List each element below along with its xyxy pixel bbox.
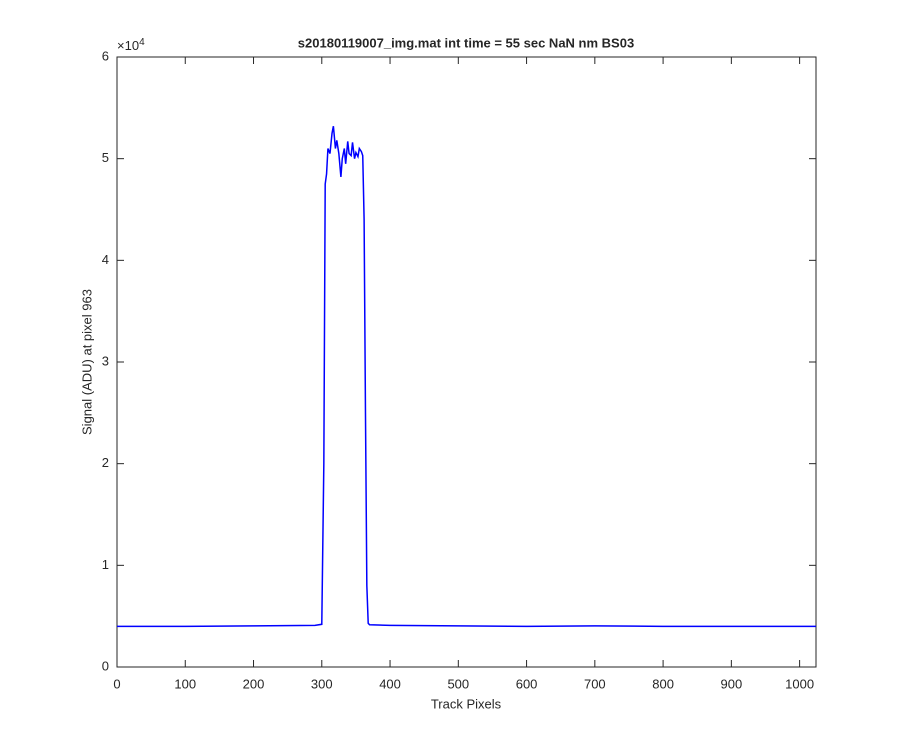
y-axis-label: Signal (ADU) at pixel 963 bbox=[79, 289, 94, 435]
x-tick-label: 0 bbox=[113, 676, 120, 691]
plot-area bbox=[116, 56, 817, 668]
y-multiplier-exponent: 4 bbox=[139, 37, 145, 48]
y-tick-label: 0 bbox=[102, 658, 109, 673]
y-tick-label: 6 bbox=[102, 48, 109, 63]
x-tick-label: 100 bbox=[174, 676, 196, 691]
chart-title: s20180119007_img.mat int time = 55 sec N… bbox=[298, 35, 634, 50]
x-tick-label: 200 bbox=[243, 676, 265, 691]
y-multiplier: ×104 bbox=[117, 37, 145, 54]
y-tick-label: 5 bbox=[102, 150, 109, 165]
x-tick-label: 800 bbox=[652, 676, 674, 691]
x-axis-label: Track Pixels bbox=[431, 696, 502, 711]
data-line bbox=[117, 125, 816, 628]
x-tick-label: 400 bbox=[379, 676, 401, 691]
y-tick-label: 1 bbox=[102, 557, 109, 572]
y-tick-label: 2 bbox=[102, 455, 109, 470]
y-tick-label: 4 bbox=[102, 252, 109, 267]
x-tick-label: 1000 bbox=[785, 676, 814, 691]
x-tick-label: 700 bbox=[584, 676, 606, 691]
x-tick-label: 300 bbox=[311, 676, 333, 691]
y-tick-label: 3 bbox=[102, 353, 109, 368]
x-tick-label: 600 bbox=[516, 676, 538, 691]
x-tick-label: 500 bbox=[447, 676, 469, 691]
y-multiplier-base: ×10 bbox=[117, 38, 139, 53]
x-tick-label: 900 bbox=[721, 676, 743, 691]
